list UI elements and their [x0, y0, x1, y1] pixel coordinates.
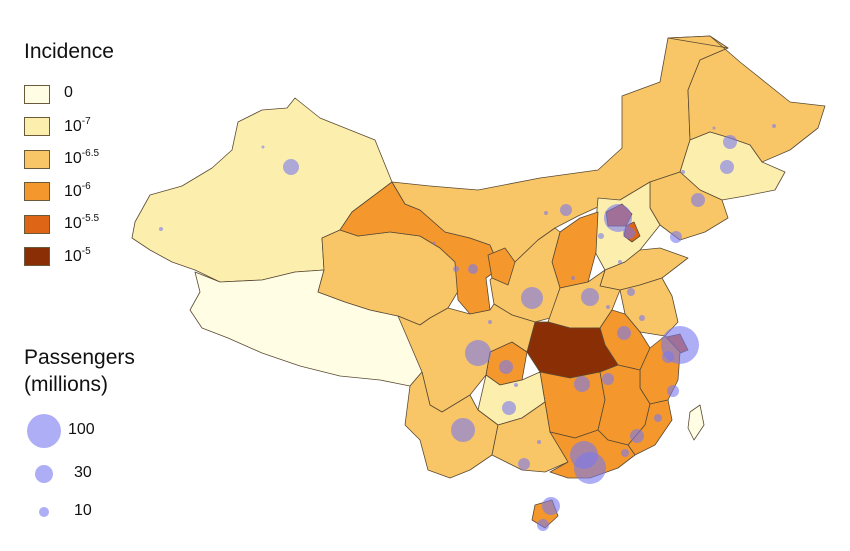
passengers-legend: Passengers (millions) 100 30 10: [24, 344, 135, 530]
passenger-bubble: [618, 260, 622, 264]
legend-item: 10-7: [24, 111, 114, 144]
passenger-bubble: [159, 227, 163, 231]
passenger-bubble: [542, 497, 560, 515]
passenger-bubble: [465, 340, 491, 366]
passenger-bubble: [662, 351, 674, 363]
bubble-swatch: [27, 414, 61, 448]
passenger-bubble: [627, 288, 635, 296]
passenger-bubble: [537, 519, 549, 531]
legend-label: 10-6.5: [64, 148, 100, 168]
passenger-bubble: [488, 320, 492, 324]
passenger-bubble: [691, 193, 705, 207]
passenger-bubble: [681, 170, 685, 174]
passenger-bubble: [598, 233, 604, 239]
passenger-bubble: [514, 383, 518, 387]
legend-swatch: [24, 149, 50, 169]
legend-item: 10-5: [24, 241, 114, 274]
legend-swatch: [24, 84, 50, 104]
legend-label: 10-5.5: [64, 213, 100, 233]
legend-label: 10-6: [64, 180, 91, 200]
passengers-title-line1: Passengers: [24, 346, 135, 369]
bubble-label: 30: [74, 464, 92, 481]
passenger-bubble: [537, 440, 541, 444]
incidence-legend-title: Incidence: [24, 40, 114, 63]
legend-item: 0: [24, 78, 114, 111]
passenger-bubble: [667, 385, 679, 397]
passenger-bubbles: [159, 124, 776, 531]
passenger-bubble: [617, 326, 631, 340]
passengers-title-line2: (millions): [24, 373, 108, 396]
passenger-bubble: [606, 305, 610, 309]
passengers-legend-title: Passengers (millions): [24, 344, 135, 398]
legend-label: 10-5: [64, 245, 91, 265]
passenger-bubble: [604, 204, 632, 232]
province-regions: [131, 35, 826, 529]
passenger-bubble: [518, 458, 530, 470]
region-yunnan: [404, 371, 499, 479]
passenger-bubble: [432, 241, 436, 245]
passenger-bubble: [261, 145, 265, 149]
passenger-bubble: [521, 287, 543, 309]
bubble-label: 10: [74, 502, 92, 519]
passenger-bubble: [544, 211, 548, 215]
passenger-bubble: [621, 449, 629, 457]
passenger-bubble: [560, 204, 572, 216]
legend-label: 0: [64, 84, 73, 102]
bubble-label: 100: [68, 421, 95, 438]
bubble-swatch: [35, 465, 53, 483]
passengers-legend-item: 100: [24, 408, 135, 454]
bubble-swatch: [39, 507, 49, 517]
legend-swatch: [24, 117, 50, 137]
passenger-bubble: [453, 266, 459, 272]
passenger-bubble: [720, 160, 734, 174]
passenger-bubble: [670, 231, 682, 243]
passenger-bubble: [639, 315, 645, 321]
legend-swatch: [24, 182, 50, 202]
passenger-bubble: [602, 373, 614, 385]
passenger-bubble: [502, 401, 516, 415]
passenger-bubble: [574, 452, 606, 484]
passengers-legend-item: 30: [24, 454, 135, 494]
legend-swatch: [24, 247, 50, 267]
legend-label: 10-7: [64, 115, 91, 135]
passenger-bubble: [283, 159, 299, 175]
passenger-bubble: [623, 227, 635, 239]
passenger-bubble: [451, 418, 475, 442]
passenger-bubble: [581, 288, 599, 306]
passenger-bubble: [712, 126, 716, 130]
passengers-legend-item: 10: [24, 494, 135, 530]
passenger-bubble: [468, 264, 478, 274]
incidence-legend: Incidence 0 10-7 10-6.5 10-6 10-5.5 10-5: [24, 40, 114, 273]
passenger-bubble: [499, 360, 513, 374]
passenger-bubble: [574, 376, 590, 392]
region-ningxia: [487, 247, 516, 286]
passenger-bubble: [723, 135, 737, 149]
region-taiwan: [687, 404, 705, 441]
legend-item: 10-5.5: [24, 208, 114, 241]
passenger-bubble: [772, 124, 776, 128]
legend-item: 10-6.5: [24, 143, 114, 176]
passenger-bubble: [571, 276, 575, 280]
passenger-bubble: [654, 414, 662, 422]
legend-item: 10-6: [24, 176, 114, 209]
legend-swatch: [24, 214, 50, 234]
passenger-bubble: [630, 429, 644, 443]
